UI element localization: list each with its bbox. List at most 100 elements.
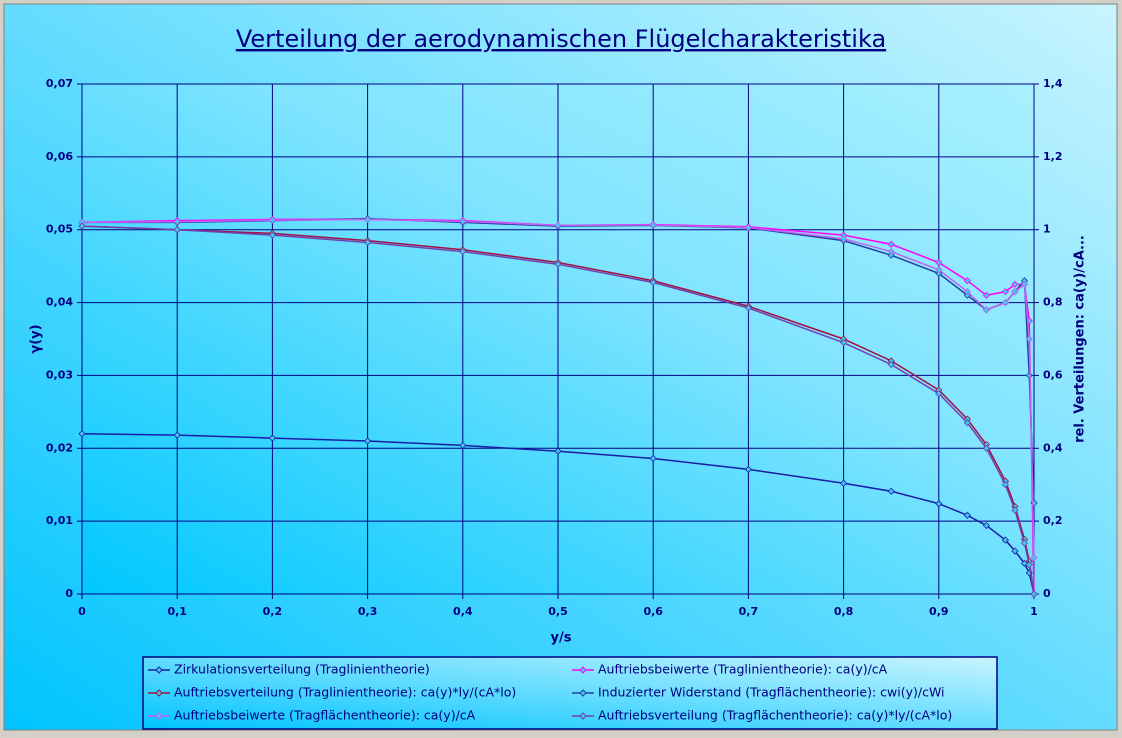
point-marker (1001, 481, 1010, 489)
legend-label: Auftriebsbeiwerte (Traglinientheorie): c… (598, 662, 888, 677)
y2-tick-label: 1,2 (1043, 150, 1063, 163)
point-marker (78, 222, 86, 230)
y2-tick-label: 0,2 (1043, 514, 1063, 527)
point-marker (1020, 280, 1029, 288)
point-marker (649, 221, 657, 229)
y2-tick-label: 0,4 (1043, 441, 1063, 454)
y2-tick-label: 0,8 (1043, 296, 1063, 309)
x-tick-label: 0,4 (453, 605, 473, 618)
point-marker (935, 390, 943, 398)
legend (142, 656, 998, 730)
x-tick-label: 0,9 (929, 605, 949, 618)
x-tick-label: 0 (78, 605, 86, 618)
point-marker (1011, 506, 1019, 514)
point-marker (963, 511, 971, 519)
y-tick-label: 0,03 (46, 368, 73, 381)
x-tick-label: 0,3 (358, 605, 378, 618)
point-marker (1011, 288, 1019, 296)
point-marker (744, 304, 752, 312)
point-marker (554, 260, 562, 268)
point-marker (459, 217, 467, 225)
point-marker (840, 479, 848, 487)
y2-tick-label: 1,4 (1043, 77, 1063, 90)
point-marker (1001, 299, 1010, 307)
point-marker (1011, 280, 1019, 288)
y-tick-label: 0 (65, 587, 73, 600)
point-marker (268, 434, 276, 442)
point-marker (268, 231, 276, 239)
legend-label: Auftriebsverteilung (Tragflächentheorie)… (598, 708, 952, 723)
point-marker (963, 288, 971, 296)
y2-axis-label: rel. Verteilungen: ca(y)/cA... (1073, 235, 1088, 443)
point-marker (173, 226, 181, 234)
y-tick-label: 0,01 (46, 514, 73, 527)
point-marker (364, 238, 372, 247)
point-marker (173, 431, 181, 439)
x-axis-label: y/s (551, 631, 572, 646)
point-marker (840, 235, 848, 243)
point-marker (78, 430, 86, 438)
point-marker (840, 339, 848, 347)
y2-tick-label: 0,6 (1043, 368, 1063, 381)
point-marker (963, 419, 971, 427)
legend-marker (579, 666, 587, 674)
chart-title: Verteilung der aerodynamischen Flügelcha… (236, 25, 886, 53)
legend-label: Auftriebsverteilung (Traglinientheorie):… (174, 685, 516, 700)
y-tick-label: 0,04 (46, 296, 73, 309)
y2-tick-label: 1 (1043, 223, 1051, 236)
point-marker (887, 248, 895, 256)
point-marker (1025, 335, 1033, 343)
point-marker (744, 465, 752, 473)
point-marker (364, 215, 372, 224)
point-marker (1020, 539, 1029, 547)
point-marker (887, 360, 895, 369)
point-marker (1011, 547, 1019, 555)
series-line (81, 432, 1035, 595)
point-marker (887, 240, 895, 248)
point-marker (935, 258, 943, 267)
point-marker (887, 487, 895, 495)
point-marker (649, 454, 657, 463)
point-marker (963, 277, 971, 285)
point-marker (744, 223, 752, 232)
x-tick-label: 0,6 (643, 605, 663, 618)
point-marker (982, 306, 990, 314)
y2-tick-label: 0 (1043, 587, 1051, 600)
legend-marker (155, 689, 163, 697)
legend-label: Zirkulationsverteilung (Traglinientheori… (174, 662, 430, 677)
point-marker (1001, 288, 1010, 296)
x-tick-label: 0,5 (548, 605, 568, 618)
point-marker (1025, 561, 1033, 569)
point-marker (554, 221, 562, 229)
point-marker (459, 248, 467, 256)
x-tick-label: 1 (1030, 605, 1038, 618)
point-marker (1030, 554, 1038, 562)
y-tick-label: 0,05 (46, 223, 73, 236)
point-marker (982, 291, 990, 299)
point-marker (649, 278, 657, 287)
series-line (81, 225, 1035, 595)
x-tick-label: 0,8 (834, 605, 854, 618)
point-marker (268, 216, 276, 224)
point-marker (173, 218, 181, 226)
legend-marker (155, 712, 163, 720)
y-tick-label: 0,02 (46, 441, 73, 454)
point-marker (935, 266, 943, 274)
point-marker (982, 444, 990, 452)
legend-marker (579, 689, 587, 697)
x-tick-label: 0,2 (263, 605, 283, 618)
point-marker (935, 269, 943, 277)
point-marker (1001, 536, 1010, 544)
x-tick-label: 0,7 (739, 605, 759, 618)
point-marker (554, 447, 562, 455)
y-axis-label: γ(y) (29, 324, 44, 353)
legend-marker (155, 666, 163, 674)
x-tick-label: 0,1 (167, 605, 187, 618)
point-marker (982, 521, 990, 530)
point-marker (1030, 590, 1038, 598)
legend-label: Induzierter Widerstand (Tragflächentheor… (598, 685, 945, 700)
y-tick-label: 0,06 (46, 150, 73, 163)
point-marker (887, 251, 895, 259)
y-tick-label: 0,07 (46, 77, 73, 90)
